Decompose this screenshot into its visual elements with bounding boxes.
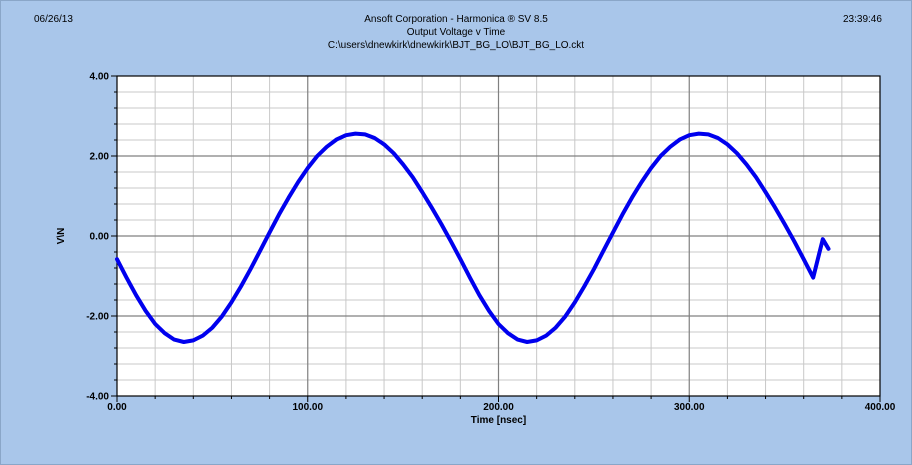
plot-border xyxy=(116,75,881,397)
y-axis-title: V\N xyxy=(56,228,67,245)
x-tick-label: 100.00 xyxy=(292,402,323,413)
print-time: 23:39:46 xyxy=(843,14,882,25)
x-tick-label: 200.00 xyxy=(483,402,514,413)
x-tick-label: 0.00 xyxy=(107,402,127,413)
y-tick-label: 2.00 xyxy=(90,152,110,163)
x-tick-label: 400.00 xyxy=(865,402,896,413)
y-tick-label: 4.00 xyxy=(90,72,110,83)
x-tick-label: 300.00 xyxy=(674,402,705,413)
plot-title: Output Voltage v Time xyxy=(406,27,506,38)
y-tick-label: -2.00 xyxy=(86,312,109,323)
series-line xyxy=(115,131,831,344)
circuit-file-path: C:\users\dnewkirk\dnewkirk\BJT_BG_LO\BJT… xyxy=(327,40,585,51)
y-tick-label: 0.00 xyxy=(90,232,110,243)
x-axis-title: Time [nsec] xyxy=(471,415,526,426)
app-title: Ansoft Corporation - Harmonica ® SV 8.5 xyxy=(364,14,548,25)
y-tick-label: -4.00 xyxy=(86,392,109,403)
print-date: 06/26/13 xyxy=(34,14,73,25)
